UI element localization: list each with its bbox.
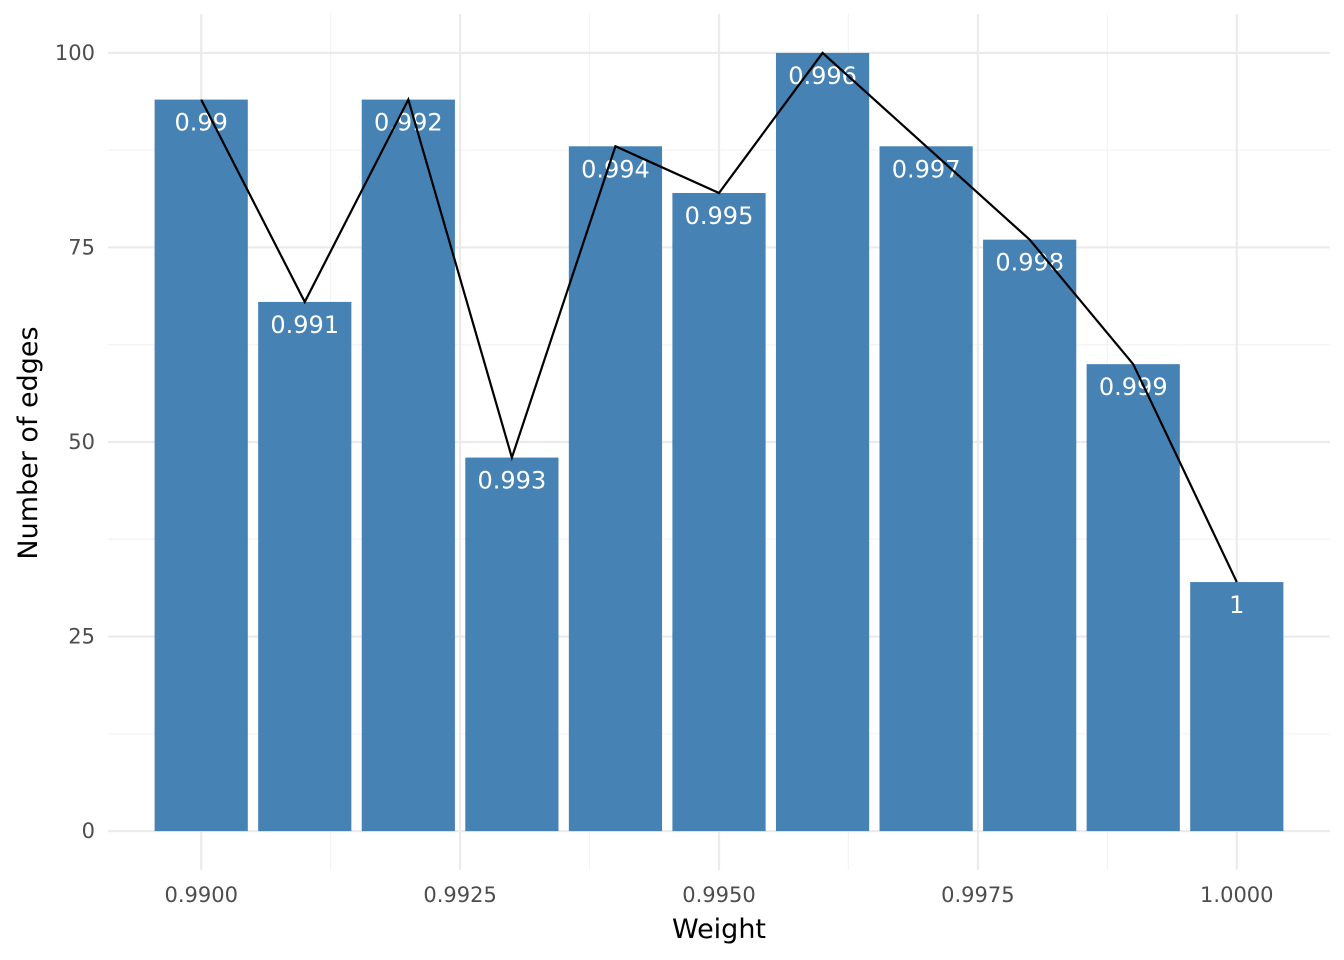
x-tick-label: 0.9925 — [423, 883, 496, 907]
x-axis-ticks: 0.9900 0.9925 0.9950 0.9975 1.0000 — [164, 883, 1273, 907]
bar — [1086, 364, 1180, 832]
y-axis-ticks: 0 25 50 75 100 — [55, 41, 95, 843]
x-tick-label: 0.9900 — [164, 883, 237, 907]
bar-value-label: 0.992 — [374, 109, 443, 137]
bar — [775, 52, 870, 832]
trend-line-layer — [200, 51, 1238, 583]
y-tick-label: 50 — [68, 430, 95, 454]
bar — [361, 99, 455, 832]
trend-line — [200, 51, 1238, 583]
bar — [672, 192, 766, 832]
bar — [1190, 582, 1284, 832]
y-tick-label: 100 — [55, 41, 95, 65]
x-tick-label: 0.9975 — [941, 883, 1014, 907]
bars — [154, 52, 1284, 832]
bar-value-label: 1 — [1229, 591, 1244, 619]
y-tick-label: 75 — [68, 235, 95, 259]
bar-value-labels: 0.990.9910.9920.9930.9940.9950.9960.9970… — [174, 62, 1244, 619]
bar-value-label: 0.993 — [478, 467, 547, 495]
bar-value-label: 0.99 — [174, 109, 227, 137]
bar-value-label: 0.997 — [892, 155, 961, 183]
x-tick-label: 1.0000 — [1200, 883, 1273, 907]
bar-value-label: 0.995 — [685, 202, 754, 230]
bar — [465, 457, 559, 832]
bar — [154, 99, 248, 832]
y-tick-label: 0 — [82, 819, 95, 843]
bar-value-label: 0.998 — [995, 249, 1064, 277]
bar — [879, 146, 973, 832]
bar — [258, 301, 352, 832]
bar-value-label: 0.999 — [1099, 373, 1168, 401]
x-axis-title: Weight — [672, 914, 766, 945]
bar-value-label: 0.991 — [270, 311, 339, 339]
bar — [983, 239, 1077, 832]
y-tick-label: 25 — [68, 625, 95, 649]
bar-value-label: 0.994 — [581, 155, 650, 183]
bar — [568, 146, 663, 832]
x-tick-label: 0.9950 — [682, 883, 755, 907]
y-axis-title: Number of edges — [13, 326, 44, 559]
